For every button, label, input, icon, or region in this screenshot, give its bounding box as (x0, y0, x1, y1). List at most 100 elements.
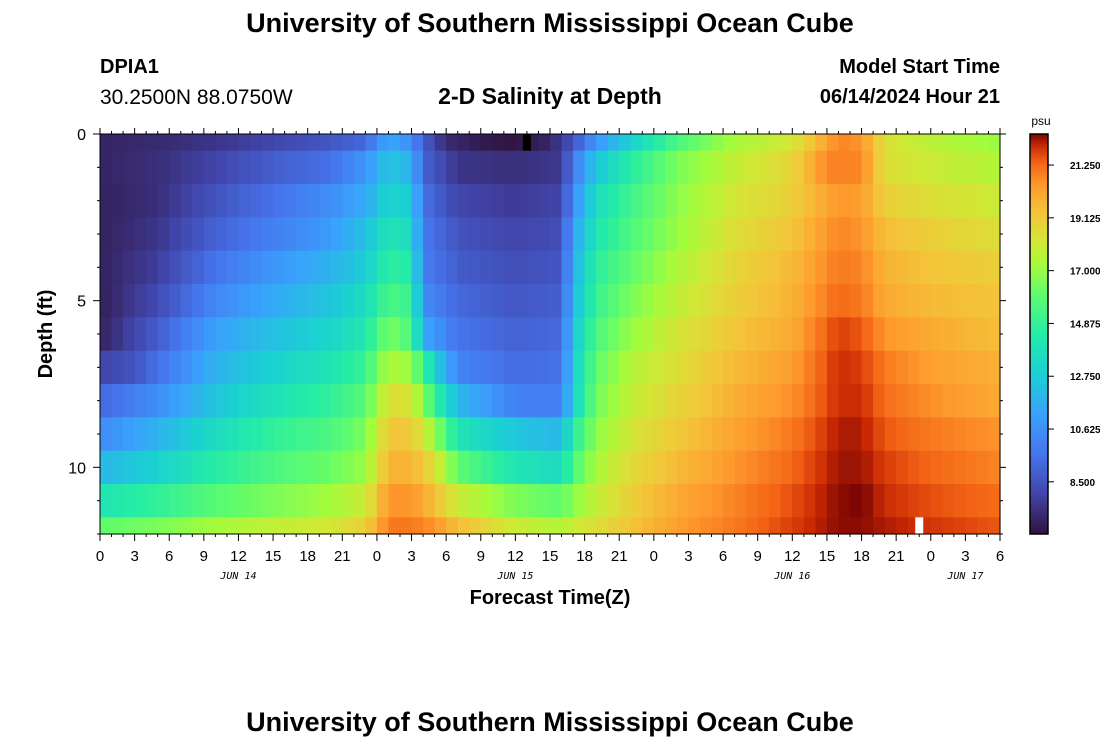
heatmap-cell (446, 417, 459, 452)
heatmap-cell (826, 417, 840, 452)
heatmap-cell (296, 250, 309, 285)
heatmap-cell (976, 150, 990, 185)
heatmap-cell (942, 150, 955, 185)
heatmap-cell (711, 384, 724, 418)
heatmap-cell (284, 134, 297, 152)
heatmap-cell (584, 517, 597, 535)
heatmap-cell (884, 317, 897, 352)
heatmap-cell (596, 184, 609, 218)
heatmap-cell (423, 450, 436, 485)
heatmap-cell (273, 250, 286, 285)
heatmap-cell (538, 284, 551, 318)
heatmap-cell (561, 417, 574, 452)
heatmap-cell (469, 317, 482, 352)
heatmap-cell (965, 484, 978, 518)
heatmap-cell (665, 517, 678, 535)
heatmap-cell (411, 250, 424, 285)
heatmap-cell (953, 284, 966, 318)
model-start-label: Model Start Time (839, 56, 1000, 78)
heatmap-cell (284, 450, 297, 485)
heatmap-cells (100, 134, 1001, 535)
heatmap-cell (942, 217, 955, 252)
heatmap-cell (365, 350, 378, 385)
x-tick-label: 12 (784, 548, 801, 565)
heatmap-cell (538, 184, 551, 218)
heatmap-cell (526, 517, 540, 535)
heatmap-cell (296, 134, 309, 152)
heatmap-cell (930, 484, 943, 518)
heatmap-cell (584, 184, 597, 218)
heatmap-cell (526, 317, 540, 352)
heatmap-cell (826, 150, 840, 185)
heatmap-cell (446, 250, 459, 285)
heatmap-cell (480, 350, 493, 385)
heatmap-cell (573, 350, 586, 385)
heatmap-cell (342, 417, 355, 452)
heatmap-cell (584, 284, 597, 318)
heatmap-cell (446, 217, 459, 252)
heatmap-cell (746, 484, 759, 518)
heatmap-cell (723, 384, 736, 418)
heatmap-cell (746, 250, 759, 285)
heatmap-cell (907, 484, 920, 518)
heatmap-cell (203, 284, 216, 318)
heatmap-cell (388, 217, 401, 252)
heatmap-cell (411, 134, 424, 152)
heatmap-cell (976, 384, 990, 418)
heatmap-cell (180, 134, 193, 152)
heatmap-cell (688, 517, 701, 535)
heatmap-cell (100, 384, 113, 418)
heatmap-cell (976, 417, 990, 452)
heatmap-cell (319, 484, 332, 518)
heatmap-cell (169, 317, 182, 352)
heatmap-cell (642, 517, 655, 535)
heatmap-cell (976, 134, 990, 152)
heatmap-cell (642, 450, 655, 485)
heatmap-cell (411, 484, 424, 518)
heatmap-cell (376, 250, 390, 285)
heatmap-cell (930, 417, 943, 452)
heatmap-cell (434, 134, 447, 152)
heatmap-cell (942, 517, 955, 535)
heatmap-cell (365, 217, 378, 252)
heatmap-cell (653, 217, 666, 252)
heatmap-cell (976, 284, 990, 318)
heatmap-cell (988, 417, 1001, 452)
heatmap-cell (192, 350, 205, 385)
heatmap-cell (607, 217, 620, 252)
heatmap-cell (376, 217, 390, 252)
heatmap-cell (307, 150, 320, 185)
heatmap-cell (503, 450, 516, 485)
heatmap-cell (884, 250, 897, 285)
heatmap-cell (734, 384, 747, 418)
heatmap-cell (169, 417, 182, 452)
heatmap-cell (642, 350, 655, 385)
heatmap-cell (573, 150, 586, 185)
heatmap-cell (561, 484, 574, 518)
heatmap-cell (653, 350, 666, 385)
heatmap-cell (273, 134, 286, 152)
heatmap-cell (861, 484, 874, 518)
heatmap-cell (746, 134, 759, 152)
heatmap-cell (123, 350, 136, 385)
heatmap-cell (711, 184, 724, 218)
heatmap-cell (803, 384, 816, 418)
heatmap-cell (538, 384, 551, 418)
heatmap-cell (573, 184, 586, 218)
heatmap-cell (238, 384, 251, 418)
heatmap-cell (400, 184, 413, 218)
heatmap-cell (134, 317, 147, 352)
heatmap-cell (792, 134, 805, 152)
heatmap-cell (619, 350, 632, 385)
heatmap-cell (884, 284, 897, 318)
heatmap-cell (642, 417, 655, 452)
heatmap-cell (376, 517, 390, 535)
heatmap-cell (976, 484, 990, 518)
heatmap-cell (815, 250, 828, 285)
heatmap-cell (111, 484, 124, 518)
heatmap-cell (146, 384, 159, 418)
heatmap-cell (884, 417, 897, 452)
heatmap-cell (630, 284, 643, 318)
heatmap-cell (261, 250, 274, 285)
heatmap-cell (930, 384, 943, 418)
